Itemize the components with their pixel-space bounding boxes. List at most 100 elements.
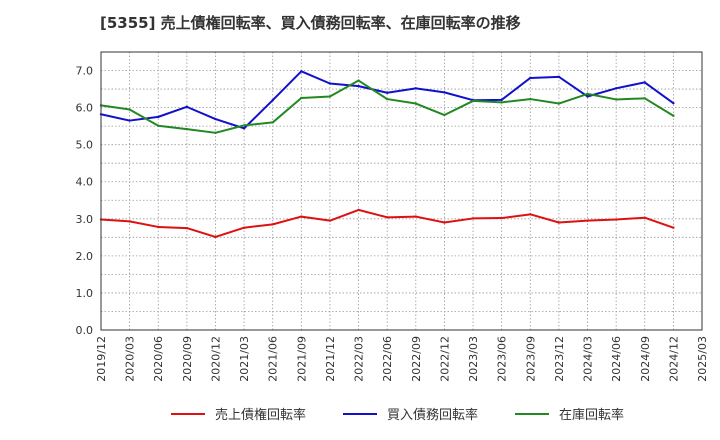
data-point (529, 76, 532, 80)
data-point (128, 220, 131, 223)
x-tick-label: 2024/09 (639, 336, 652, 382)
data-point (643, 216, 646, 219)
plot-area (101, 52, 702, 330)
data-point (672, 226, 675, 229)
legend-label: 売上債権回転率 (215, 408, 307, 423)
data-point (357, 208, 360, 212)
legend-label: 在庫回転率 (559, 408, 625, 423)
data-point (672, 101, 675, 105)
data-point (500, 101, 503, 104)
data-point (443, 221, 446, 224)
legend: 売上債権回転率 買入債務回転率 在庫回転率 (0, 404, 720, 426)
data-point (385, 91, 389, 94)
data-point (529, 213, 532, 216)
x-tick-label: 2024/03 (582, 336, 595, 382)
x-tick-label: 2020/03 (124, 336, 137, 382)
data-point (128, 108, 131, 111)
data-point (672, 114, 675, 117)
plot-border (100, 51, 703, 331)
data-point (500, 98, 503, 102)
data-point (214, 131, 217, 135)
data-point (242, 124, 246, 127)
data-point (500, 216, 503, 220)
data-point (185, 105, 189, 109)
x-tick-label: 2023/03 (467, 336, 480, 382)
data-point (471, 217, 475, 220)
data-point (242, 226, 246, 229)
y-tick-label: 5.0 (76, 139, 94, 152)
data-point (443, 113, 446, 117)
data-point (414, 102, 418, 105)
y-tick-label: 0.0 (76, 324, 94, 337)
data-point (614, 98, 618, 101)
data-point (128, 119, 131, 122)
data-point (586, 92, 589, 96)
y-tick-label: 1.0 (76, 287, 94, 300)
x-tick-label: 2021/09 (295, 336, 308, 382)
data-point (643, 97, 646, 100)
legend-item-payables-turnover: 買入債務回転率 (343, 404, 478, 423)
data-point (271, 98, 274, 102)
data-point (357, 79, 360, 82)
data-point (300, 215, 303, 218)
data-point (328, 95, 332, 98)
legend-swatch (171, 412, 205, 415)
data-point (357, 84, 360, 88)
data-point (157, 115, 160, 119)
x-tick-label: 2022/06 (381, 336, 394, 382)
series-layer (99, 70, 675, 239)
data-point (443, 91, 446, 94)
x-tick-label: 2023/09 (524, 336, 537, 382)
data-point (214, 235, 217, 239)
x-tick-label: 2025/03 (696, 336, 709, 382)
x-tick-label: 2020/06 (152, 336, 165, 382)
data-point (557, 102, 561, 105)
data-point (157, 225, 160, 229)
data-point (557, 75, 561, 79)
data-point (614, 87, 618, 90)
y-tick-label: 3.0 (76, 213, 94, 226)
data-point (328, 82, 332, 85)
data-point (643, 81, 646, 84)
y-tick-label: 4.0 (76, 176, 94, 189)
legend-item-receivables-turnover: 売上債権回転率 (171, 404, 306, 423)
plot-background (101, 52, 702, 330)
legend-label: 買入債務回転率 (387, 408, 479, 423)
x-tick-label: 2024/06 (610, 336, 623, 382)
x-tick-label: 2022/12 (438, 336, 451, 382)
chart-title: [5355] 売上債権回転率、買入債務回転率、在庫回転率の推移 (100, 14, 521, 32)
data-point (414, 215, 418, 218)
axis-layer: 0.0 1.0 2.0 3.0 4.0 5.0 6.0 7.0 2019/12 2020/03 20… (76, 51, 709, 382)
y-tick-label: 2.0 (76, 250, 94, 263)
y-tick-label: 6.0 (76, 102, 94, 115)
x-tick-label: 2023/12 (553, 336, 566, 382)
data-point (157, 124, 160, 127)
data-point (586, 95, 589, 98)
data-point (557, 221, 561, 224)
data-point (385, 216, 389, 219)
data-point (214, 117, 217, 121)
x-tick-label: 2019/12 (95, 336, 108, 382)
x-tick-label: 2020/09 (181, 336, 194, 382)
data-point (185, 226, 189, 230)
data-point (185, 127, 189, 131)
x-tick-label: 2022/09 (410, 336, 423, 382)
data-point (529, 97, 532, 101)
y-tick-label: 7.0 (76, 65, 94, 78)
data-point (328, 219, 332, 222)
x-tick-label: 2021/06 (267, 336, 280, 382)
x-tick-label: 2020/12 (209, 336, 222, 382)
x-tick-label: 2024/12 (667, 336, 680, 382)
data-point (614, 218, 618, 221)
data-point (414, 87, 418, 90)
data-point (300, 96, 303, 100)
data-point (471, 99, 475, 103)
legend-item-inventory-turnover: 在庫回転率 (515, 404, 624, 423)
x-tick-label: 2023/06 (496, 336, 509, 382)
x-tick-label: 2021/12 (324, 336, 337, 382)
data-point (271, 121, 274, 124)
data-point (300, 70, 303, 73)
x-tick-label: 2022/03 (353, 336, 366, 382)
legend-swatch (515, 412, 549, 415)
